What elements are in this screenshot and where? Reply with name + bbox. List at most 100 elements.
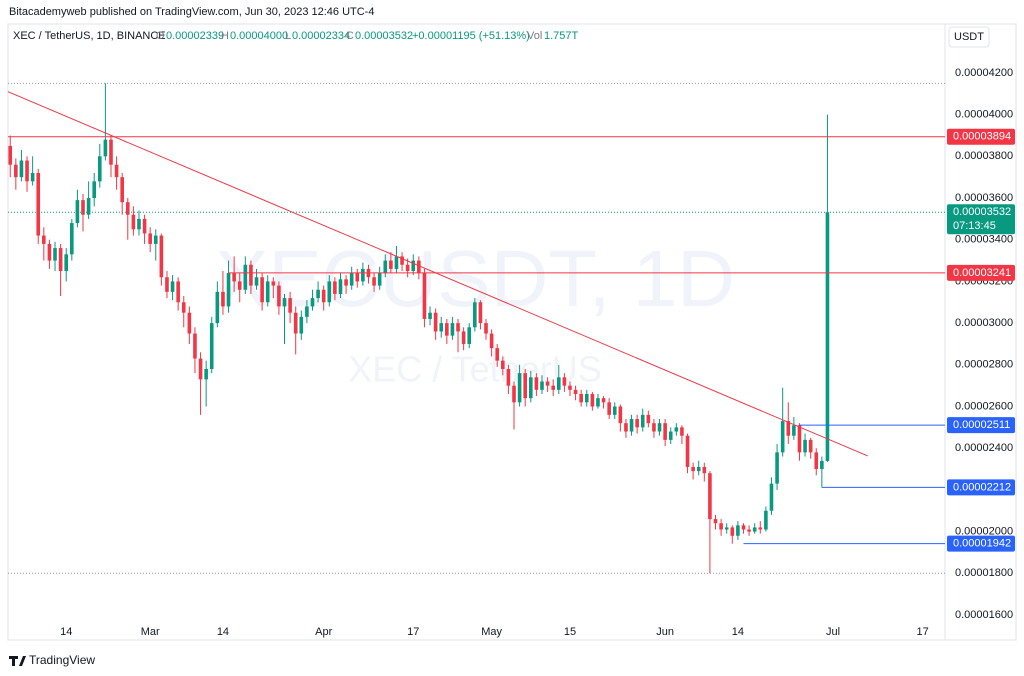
price-badge — [947, 417, 1015, 434]
candle-body — [305, 306, 309, 317]
candle-body — [14, 164, 18, 178]
candle-body — [19, 160, 24, 178]
candle-body — [489, 333, 494, 349]
candle-body — [640, 414, 645, 428]
candle-body — [724, 527, 729, 530]
candle-body — [204, 368, 208, 380]
candle-body — [75, 200, 80, 224]
candle-body — [439, 323, 444, 332]
logo-text: TradingView — [29, 653, 95, 667]
pane-border — [7, 23, 1017, 641]
candle-body — [400, 256, 404, 265]
legend-h: 0.00004000 — [230, 30, 288, 42]
candle-body — [254, 277, 259, 286]
candle-body — [321, 289, 326, 303]
candle-body — [92, 181, 96, 199]
candle-body — [333, 281, 337, 294]
price-badge-label: 0.00003532 — [953, 206, 1011, 218]
candle-body — [142, 218, 147, 234]
candle-body — [58, 248, 63, 271]
candle-body — [389, 260, 393, 269]
legend-vol-label: Vol — [527, 30, 542, 42]
x-tick-label: Jul — [826, 626, 840, 638]
candle-body — [36, 173, 41, 236]
candle-body — [120, 177, 124, 203]
legend-c-label: C — [346, 30, 354, 42]
candle-body — [187, 312, 192, 334]
x-tick-label: 14 — [60, 626, 72, 638]
x-tick-label: 17 — [407, 626, 419, 638]
candle-body — [103, 139, 108, 157]
candle-body — [221, 291, 225, 307]
candle-body — [523, 373, 527, 399]
price-badge — [947, 479, 1015, 496]
y-tick-label: 0.00004200 — [955, 67, 1013, 79]
candle-body — [736, 525, 740, 536]
y-tick-label: 0.00001800 — [955, 567, 1013, 579]
y-tick-label: 0.00003400 — [955, 234, 1013, 246]
candle-body — [657, 423, 662, 432]
candle-body — [517, 373, 522, 403]
legend-symbol: XEC / TetherUS, 1D, BINANCE — [13, 30, 166, 42]
candle-body — [484, 323, 488, 334]
candle-body — [668, 431, 673, 440]
candle-body — [820, 460, 824, 470]
y-tick-label: 0.00002800 — [955, 359, 1013, 371]
candle-body — [361, 268, 365, 282]
y-tick-label: 0.00003600 — [955, 192, 1013, 204]
candle-body — [461, 331, 466, 344]
x-tick-label: 14 — [732, 626, 744, 638]
price-countdown: 07:13:45 — [953, 220, 996, 232]
candle-body — [646, 414, 651, 424]
candle-body — [780, 421, 785, 453]
x-tick-label: 15 — [564, 626, 576, 638]
candle-body — [528, 377, 533, 399]
candle-body — [53, 248, 57, 261]
candle-body — [25, 160, 29, 182]
candle-body — [355, 273, 360, 282]
legend-vol: 1.757T — [544, 30, 579, 42]
candle-body — [473, 302, 477, 328]
x-tick-label: Apr — [315, 626, 332, 638]
candle-body — [165, 277, 169, 292]
candle-body — [249, 264, 253, 286]
candle-body — [271, 281, 276, 286]
candle-body — [467, 327, 472, 344]
currency[interactable]: USDT — [954, 31, 984, 43]
candle-body — [797, 425, 802, 453]
candle-body — [775, 452, 779, 484]
candle-body — [377, 273, 382, 286]
currency-button[interactable] — [948, 26, 990, 48]
candle-body — [148, 233, 152, 244]
candle-body — [288, 298, 292, 313]
candle-body — [299, 316, 304, 334]
legend: XEC / TetherUS, 1D, BINANCE O 0.00002339… — [13, 30, 579, 42]
y-tick-label: 0.00003800 — [955, 150, 1013, 162]
candle-body — [338, 279, 343, 294]
candle-body — [629, 419, 634, 432]
x-tick-label: Jun — [656, 626, 674, 638]
candle-body — [81, 200, 85, 215]
trendline — [7, 91, 868, 457]
price-badge-label: 0.00002212 — [953, 481, 1011, 493]
legend-change: +0.00001195 (+51.13%) — [412, 30, 530, 42]
publisher: Bitacademyweb published on TradingView.c… — [9, 6, 374, 18]
candle-body — [579, 394, 583, 403]
candle-body — [696, 466, 701, 472]
y-tick-label: 0.00002000 — [955, 525, 1013, 537]
candle-body — [181, 302, 186, 313]
candle-body — [265, 281, 270, 303]
candle-body — [702, 466, 707, 474]
candle-body — [70, 223, 74, 255]
candle-body — [170, 281, 175, 292]
y-tick-label: 0.00002600 — [955, 400, 1013, 412]
candle-body — [596, 398, 600, 407]
candle-body — [260, 277, 264, 303]
y-tick-label: 0.00001600 — [955, 609, 1013, 621]
candle-body — [512, 385, 516, 403]
candle-body — [747, 529, 751, 532]
price-badge — [947, 264, 1015, 281]
candle-body — [562, 377, 567, 386]
candle-body — [584, 394, 589, 403]
